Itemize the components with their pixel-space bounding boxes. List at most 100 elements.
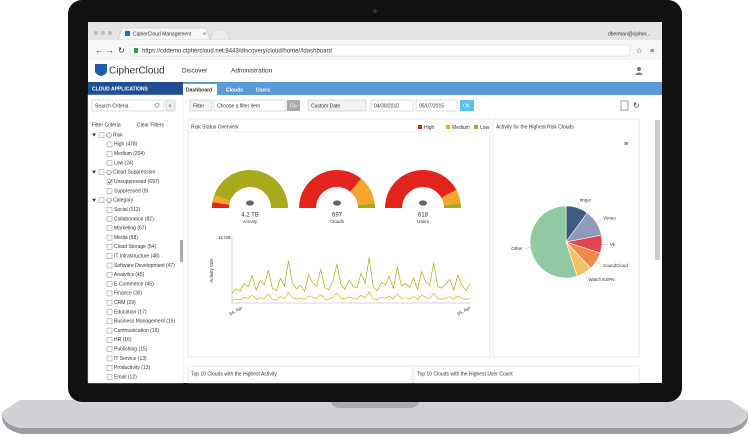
- checkbox[interactable]: [106, 309, 113, 315]
- tab-dashboard[interactable]: Dashboard: [186, 87, 212, 93]
- checkbox[interactable]: [106, 225, 113, 232]
- filter-item[interactable]: Software Development (47): [114, 263, 175, 269]
- pie-label: Vk: [610, 242, 616, 247]
- filter-item[interactable]: IT Service (13): [114, 356, 147, 362]
- filter-item[interactable]: Medium (204): [114, 151, 145, 157]
- filter-item[interactable]: Publishing (15): [114, 347, 148, 353]
- filter-item[interactable]: Education (17): [114, 309, 147, 315]
- checkbox[interactable]: [98, 169, 105, 176]
- filter-item[interactable]: Email (12): [114, 374, 137, 380]
- checkbox[interactable]: [106, 253, 113, 259]
- bookmark-star[interactable]: ☆: [636, 47, 642, 55]
- gauge-segment: [212, 202, 230, 208]
- tab-close[interactable]: ×: [203, 31, 206, 37]
- checkbox[interactable]: [106, 337, 113, 343]
- checkbox[interactable]: [98, 132, 105, 138]
- export-icon[interactable]: [620, 100, 629, 111]
- bottom-panel: [187, 365, 413, 384]
- filter-item[interactable]: Communication (16): [114, 328, 159, 334]
- checkbox[interactable]: [106, 216, 113, 222]
- filter-item[interactable]: Business Management (16): [114, 319, 175, 325]
- checkbox[interactable]: [106, 206, 113, 213]
- pie-title: Activity for the Highest Risk Clouds: [496, 124, 574, 130]
- checkbox[interactable]: [106, 299, 113, 306]
- checkbox[interactable]: [106, 327, 113, 334]
- tab-users[interactable]: Users: [256, 87, 270, 93]
- checkbox[interactable]: [98, 197, 105, 204]
- filter-item[interactable]: IT Infrastructure (48): [114, 254, 160, 260]
- go-button[interactable]: [287, 100, 300, 111]
- filter-dropdown[interactable]: [189, 99, 213, 112]
- filter-item[interactable]: Analytics (45): [114, 272, 145, 278]
- end-date-input[interactable]: [415, 99, 458, 112]
- checkbox[interactable]: [106, 365, 113, 371]
- window-button[interactable]: [101, 31, 105, 35]
- refresh-icon[interactable]: ↻: [633, 101, 640, 110]
- filter-item[interactable]: CRM (29): [114, 300, 136, 306]
- filter-item[interactable]: Suppressed (9): [114, 188, 149, 194]
- checkbox[interactable]: [106, 160, 113, 166]
- menu-button[interactable]: ≡: [650, 48, 654, 55]
- checkbox[interactable]: [106, 244, 113, 250]
- filter-item[interactable]: Finance (30): [114, 291, 142, 297]
- nav-discover[interactable]: Discover: [182, 68, 208, 75]
- filter-item[interactable]: Cloud Storage (54): [114, 244, 157, 250]
- address-bar[interactable]: [129, 44, 631, 57]
- back-button[interactable]: ←: [95, 46, 103, 55]
- ok-button[interactable]: [460, 100, 474, 111]
- pie-label: Watch ESPN: [588, 277, 614, 282]
- nav-administration[interactable]: Administration: [231, 68, 273, 75]
- expand-arrow[interactable]: [92, 170, 96, 174]
- forward-button[interactable]: →: [106, 46, 114, 55]
- pie-slice: [529, 205, 578, 279]
- checkbox[interactable]: [106, 262, 113, 269]
- expand-arrow[interactable]: [92, 198, 96, 202]
- window-button[interactable]: [94, 31, 98, 35]
- search-input[interactable]: [91, 99, 165, 112]
- reload-button[interactable]: ↻: [118, 46, 125, 55]
- checkbox[interactable]: [106, 355, 113, 362]
- bottom-panel-title: Top 10 Clouds with the Highest Activity: [191, 371, 277, 377]
- filter-item[interactable]: Unsuppressed (697): [114, 179, 160, 185]
- checkbox[interactable]: [106, 281, 113, 287]
- checkbox[interactable]: [106, 346, 113, 352]
- clear-filters[interactable]: Clear Filters: [137, 122, 164, 128]
- user-icon[interactable]: [637, 67, 641, 71]
- page-scrollbar[interactable]: [655, 120, 660, 260]
- checkbox[interactable]: [106, 141, 113, 148]
- filter-item[interactable]: Low (24): [114, 160, 134, 166]
- checkbox[interactable]: [106, 272, 113, 278]
- lock-icon: [134, 48, 138, 53]
- tab-active[interactable]: [183, 84, 217, 95]
- checkbox[interactable]: [106, 150, 113, 157]
- filter-input[interactable]: [213, 99, 287, 112]
- window-button[interactable]: [108, 31, 112, 35]
- checkbox[interactable]: [106, 234, 113, 241]
- filter-item[interactable]: Social (112): [114, 207, 141, 213]
- filter-item[interactable]: Marketing (67): [114, 226, 147, 232]
- filter-item[interactable]: High (478): [114, 142, 138, 148]
- search-icon[interactable]: [154, 102, 160, 108]
- expand-arrow[interactable]: [92, 133, 96, 137]
- checkbox[interactable]: [106, 290, 113, 297]
- legend-swatch: [418, 125, 422, 129]
- tab-clouds[interactable]: Clouds: [226, 87, 243, 93]
- date-range-dropdown[interactable]: [307, 99, 367, 112]
- group-label: Risk: [113, 132, 123, 138]
- browser-user[interactable]: dberman@cipher...: [608, 31, 650, 37]
- checkbox[interactable]: [106, 318, 113, 325]
- chart-menu[interactable]: ≡: [624, 141, 628, 148]
- filter-item[interactable]: HR (16): [114, 337, 132, 343]
- scrollbar[interactable]: [180, 240, 183, 262]
- filter-item[interactable]: Collaboration (82): [114, 216, 154, 222]
- start-date-input[interactable]: [370, 99, 414, 112]
- checkbox[interactable]: [106, 374, 113, 380]
- filter-item[interactable]: Productivity (13): [114, 365, 150, 371]
- filter-item[interactable]: Media (58): [114, 235, 138, 241]
- filter-item[interactable]: E-Commerce (45): [114, 281, 154, 287]
- checkbox[interactable]: [106, 178, 113, 185]
- checkmark: [107, 180, 112, 184]
- checkbox[interactable]: [106, 188, 113, 194]
- gauge-value: 697: [332, 213, 343, 219]
- search-clear[interactable]: [165, 99, 176, 112]
